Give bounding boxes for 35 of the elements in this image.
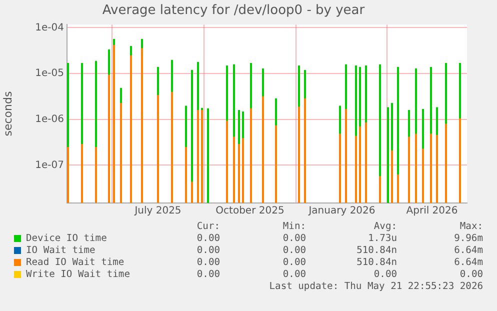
legend-label: Device IO time xyxy=(26,233,107,245)
text: 510.84n xyxy=(356,245,397,257)
legend-label: Read IO Wait time xyxy=(26,257,124,269)
x-tick-label: January 2026 xyxy=(308,206,376,217)
chart-title: Average latency for /dev/loop0 - by year xyxy=(102,3,366,18)
text: Max: xyxy=(458,221,483,233)
text: 0.00 xyxy=(372,269,397,281)
y-tick-label: 1e-04 xyxy=(35,22,64,34)
text: 0.00 xyxy=(282,245,306,257)
text: 0.00 xyxy=(196,245,220,257)
text: Avg: xyxy=(372,221,397,233)
text: 6.64m xyxy=(453,245,483,257)
text: Cur: xyxy=(196,221,220,233)
legend-label: IO Wait time xyxy=(26,245,96,257)
legend-label: Write IO Wait time xyxy=(26,269,130,281)
y-tick-label: 1e-05 xyxy=(35,68,64,80)
text: Last update: Thu May 21 22:55:23 2026 xyxy=(268,281,483,293)
text: 0.00 xyxy=(196,269,220,281)
text: 0.00 xyxy=(282,269,306,281)
x-tick-label: April 2026 xyxy=(406,206,458,217)
text: 9.96m xyxy=(453,233,483,245)
text: 0.00 xyxy=(282,233,306,245)
text: 0.00 xyxy=(196,233,220,245)
y-tick-label: 1e-07 xyxy=(35,160,64,171)
y-tick-label: 1e-06 xyxy=(35,114,64,125)
text: 1.73u xyxy=(367,233,397,245)
y-axis-title: seconds xyxy=(1,91,14,136)
text: 6.64m xyxy=(453,257,483,269)
x-tick-label: October 2025 xyxy=(216,206,284,217)
x-tick-label: July 2025 xyxy=(134,206,182,217)
text: 0.00 xyxy=(282,257,306,269)
text: 510.84n xyxy=(356,257,397,269)
text: Min: xyxy=(282,221,306,233)
text: 0.00 xyxy=(458,269,483,281)
text: 0.00 xyxy=(196,257,220,269)
